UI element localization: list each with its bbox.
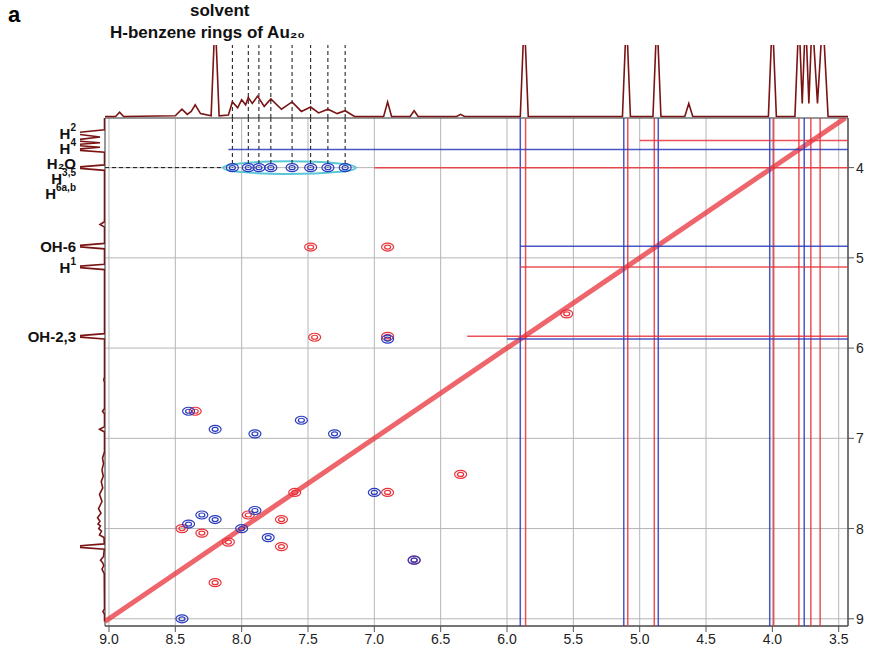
- svg-text:4.0: 4.0: [763, 631, 783, 647]
- svg-text:6.5: 6.5: [431, 631, 451, 647]
- svg-text:5.5: 5.5: [564, 631, 584, 647]
- svg-text:8: 8: [856, 521, 864, 537]
- svg-text:H4: H4: [60, 137, 77, 157]
- svg-text:H2: H2: [60, 122, 77, 142]
- svg-text:8.0: 8.0: [232, 631, 252, 647]
- svg-text:7.0: 7.0: [365, 631, 385, 647]
- svg-text:4.5: 4.5: [696, 631, 716, 647]
- svg-text:5.0: 5.0: [630, 631, 650, 647]
- svg-text:9.0: 9.0: [99, 631, 119, 647]
- svg-text:5: 5: [856, 250, 864, 266]
- svg-text:H1: H1: [60, 255, 77, 275]
- svg-text:H3,5: H3,5: [51, 167, 76, 187]
- svg-text:6: 6: [856, 340, 864, 356]
- svg-text:3.5: 3.5: [829, 631, 849, 647]
- svg-text:solvent: solvent: [190, 1, 250, 20]
- svg-text:7: 7: [856, 430, 864, 446]
- svg-text:9: 9: [856, 611, 864, 627]
- svg-text:a: a: [8, 2, 21, 27]
- svg-text:H₂O: H₂O: [47, 155, 76, 172]
- svg-text:8.5: 8.5: [166, 631, 186, 647]
- svg-text:7.5: 7.5: [298, 631, 318, 647]
- svg-text:H-benzene rings of Au₂₀: H-benzene rings of Au₂₀: [110, 23, 305, 42]
- svg-text:6.0: 6.0: [497, 631, 517, 647]
- svg-text:4: 4: [856, 160, 864, 176]
- svg-text:OH-6: OH-6: [40, 238, 76, 255]
- svg-text:H6a,b: H6a,b: [45, 182, 76, 202]
- svg-text:OH-2,3: OH-2,3: [28, 328, 76, 345]
